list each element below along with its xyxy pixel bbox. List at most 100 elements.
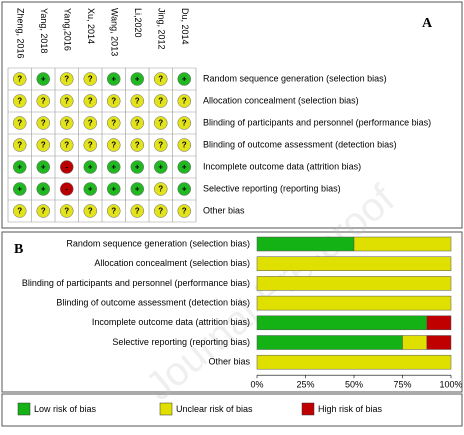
judgment-symbol: -	[65, 163, 68, 172]
judgment-dot	[107, 138, 121, 152]
judgment-symbol: ?	[17, 207, 22, 216]
x-tick-label: 100%	[439, 380, 462, 390]
judgment-dot	[154, 94, 168, 108]
judgment-dot	[130, 72, 144, 86]
judgment-symbol: ?	[88, 119, 93, 128]
bar-segment	[426, 315, 452, 331]
judgment-symbol: ?	[17, 141, 22, 150]
category-label: Other bias	[208, 357, 250, 367]
judgment-symbol: +	[41, 75, 46, 84]
judgment-dot	[107, 160, 121, 174]
judgment-symbol: ?	[41, 97, 46, 106]
judgment-dot	[154, 204, 168, 218]
judgment-dot	[154, 138, 168, 152]
bar-segment	[256, 276, 452, 291]
judgment-dot	[130, 94, 144, 108]
judgment-dot	[177, 204, 191, 218]
judgment-dot	[107, 204, 121, 218]
judgment-symbol: ?	[17, 119, 22, 128]
bar-segment	[256, 236, 355, 252]
legend-label: Unclear risk of bias	[176, 404, 253, 414]
judgment-symbol: ?	[158, 207, 163, 216]
judgment-symbol: ?	[158, 75, 163, 84]
judgment-dot	[83, 138, 97, 152]
judgment-symbol: ?	[135, 97, 140, 106]
category-label: Incomplete outcome data (attrition bias)	[92, 317, 250, 327]
judgment-symbol: ?	[135, 119, 140, 128]
judgment-symbol: ?	[111, 97, 116, 106]
judgment-dot	[177, 94, 191, 108]
judgment-symbol: ?	[111, 119, 116, 128]
judgment-symbol: ?	[158, 141, 163, 150]
judgment-symbol: +	[182, 185, 187, 194]
legend-frame	[1, 393, 463, 427]
panel-b-frame	[1, 231, 463, 393]
domain-label: Selective reporting (reporting bias)	[203, 183, 341, 193]
judgment-dot	[83, 182, 97, 196]
judgment-dot	[60, 160, 74, 174]
judgment-dot	[130, 204, 144, 218]
category-label: Blinding of participants and personnel (…	[22, 278, 250, 288]
judgment-symbol: -	[65, 185, 68, 194]
judgment-symbol: ?	[111, 207, 116, 216]
judgment-symbol: ?	[158, 97, 163, 106]
judgment-dot	[177, 138, 191, 152]
domain-label: Blinding of participants and personnel (…	[203, 117, 431, 127]
judgment-symbol: +	[111, 75, 116, 84]
study-label: Li,2020	[133, 8, 143, 38]
judgment-dot	[83, 204, 97, 218]
judgment-dot	[60, 204, 74, 218]
judgment-symbol: ?	[64, 119, 69, 128]
study-label: Jing, 2012	[156, 8, 166, 50]
judgment-symbol: ?	[88, 75, 93, 84]
panel-label: B	[14, 242, 23, 257]
legend-label: Low risk of bias	[34, 404, 97, 414]
judgment-symbol: ?	[158, 185, 163, 194]
judgment-dot	[154, 116, 168, 130]
study-label: Zheng, 2016	[15, 8, 25, 59]
x-tick-label: 0%	[250, 380, 263, 390]
legend-swatch	[159, 402, 173, 416]
domain-label: Blinding of outcome assessment (detectio…	[203, 139, 397, 149]
category-label: Allocation concealment (selection bias)	[94, 258, 250, 268]
bar-segment	[256, 295, 452, 311]
bar-segment	[256, 354, 452, 370]
judgment-symbol: ?	[41, 119, 46, 128]
judgment-dot	[60, 94, 74, 108]
judgment-symbol: ?	[88, 97, 93, 106]
judgment-dot	[13, 94, 27, 108]
domain-label: Allocation concealment (selection bias)	[203, 95, 359, 105]
judgment-dot	[83, 72, 97, 86]
judgment-symbol: ?	[41, 207, 46, 216]
judgment-dot	[60, 116, 74, 130]
judgment-symbol: +	[182, 163, 187, 172]
judgment-dot	[36, 138, 50, 152]
judgment-symbol: +	[111, 185, 116, 194]
judgment-dot	[154, 72, 168, 86]
study-label: Yang,2016	[62, 8, 72, 51]
legend-label: High risk of bias	[318, 404, 383, 414]
category-label: Blinding of outcome assessment (detectio…	[56, 297, 250, 307]
x-tick-label: 50%	[345, 380, 363, 390]
panel-a-frame	[1, 1, 463, 229]
judgment-dot	[36, 160, 50, 174]
study-label: Yang, 2018	[39, 8, 49, 53]
judgment-symbol: ?	[158, 119, 163, 128]
x-tick-label: 25%	[296, 380, 314, 390]
judgment-dot	[130, 116, 144, 130]
judgment-symbol: +	[135, 75, 140, 84]
domain-label: Other bias	[203, 205, 245, 215]
category-label: Random sequence generation (selection bi…	[66, 238, 250, 248]
judgment-dot	[36, 182, 50, 196]
bar-segment	[256, 256, 452, 271]
panel-label: A	[422, 16, 433, 31]
judgment-dot	[154, 160, 168, 174]
judgment-dot	[107, 94, 121, 108]
judgment-dot	[177, 72, 191, 86]
judgment-symbol: ?	[88, 207, 93, 216]
judgment-symbol: ?	[182, 97, 187, 106]
judgment-dot	[177, 182, 191, 196]
bar-segment	[402, 335, 427, 350]
judgment-symbol: +	[135, 163, 140, 172]
